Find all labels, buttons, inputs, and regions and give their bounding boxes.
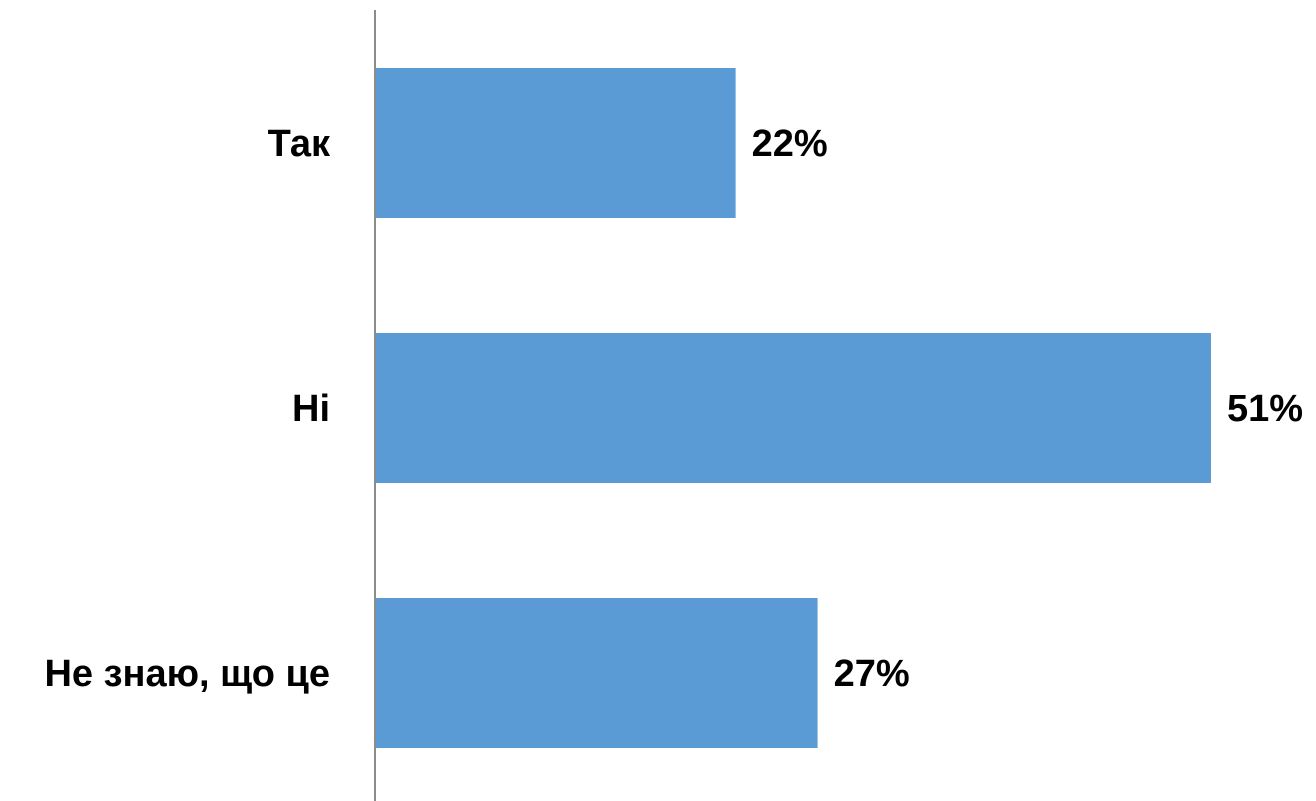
value-label: 22% xyxy=(752,123,828,165)
bars-group xyxy=(375,68,1211,748)
value-label: 27% xyxy=(834,653,910,695)
bar xyxy=(375,598,818,748)
category-label: Так xyxy=(268,123,331,165)
bar xyxy=(375,68,736,218)
value-labels-group: 22% 51% 27% xyxy=(752,123,1303,695)
bar xyxy=(375,333,1211,483)
category-labels-group: Так Ні Не знаю, що це xyxy=(44,123,330,695)
category-label: Не знаю, що це xyxy=(44,653,330,695)
category-label: Ні xyxy=(292,388,330,430)
value-label: 51% xyxy=(1227,388,1303,430)
